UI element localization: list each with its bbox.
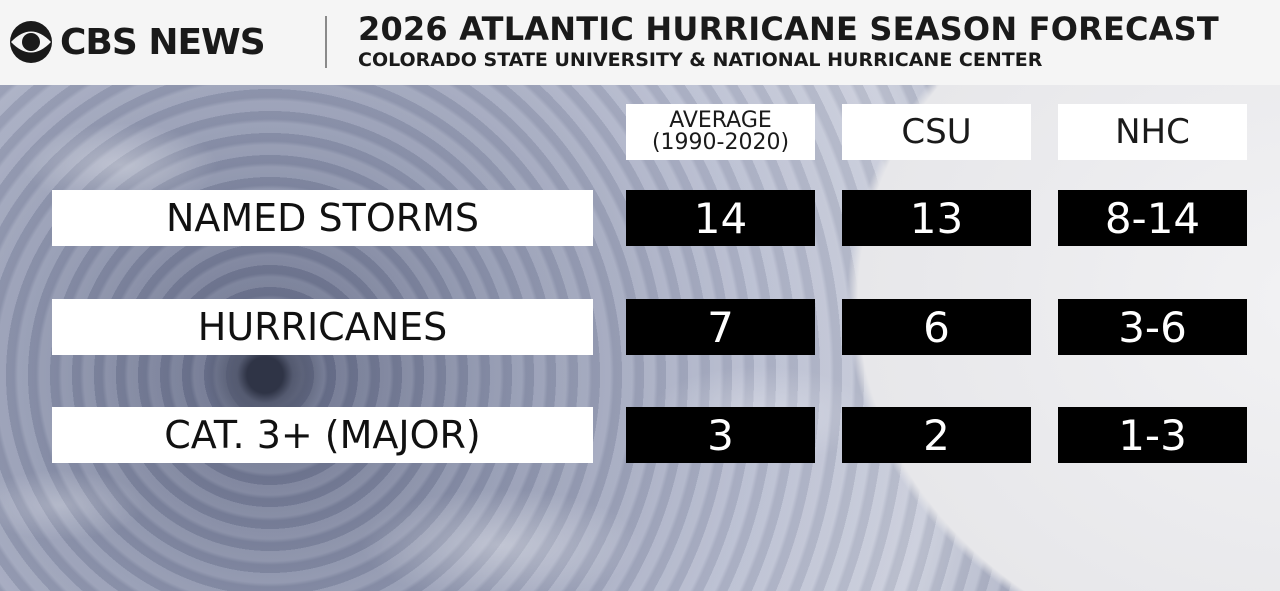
header-bar: CBS NEWS 2026 ATLANTIC HURRICANE SEASON …: [0, 0, 1280, 85]
page-subtitle: COLORADO STATE UNIVERSITY & NATIONAL HUR…: [358, 49, 1043, 71]
cbs-news-logo: CBS NEWS: [8, 17, 266, 67]
column-header-csu-label: CSU: [901, 112, 972, 152]
column-header-average-line2: (1990-2020): [651, 130, 790, 155]
column-header-nhc-label: NHC: [1115, 112, 1190, 152]
column-header-nhc: NHC: [1058, 104, 1247, 160]
value-named-storms-average: 14: [626, 190, 815, 246]
logo-text: CBS NEWS: [60, 21, 266, 63]
value-major-average: 3: [626, 407, 815, 463]
column-header-average-line1: AVERAGE: [669, 108, 772, 133]
row-label-hurricanes: HURRICANES: [52, 299, 593, 355]
page-title: 2026 ATLANTIC HURRICANE SEASON FORECAST: [358, 10, 1219, 48]
value-major-nhc: 1-3: [1058, 407, 1247, 463]
value-hurricanes-average: 7: [626, 299, 815, 355]
header-divider: [325, 16, 327, 68]
row-label-named-storms: NAMED STORMS: [52, 190, 593, 246]
column-header-csu: CSU: [842, 104, 1031, 160]
value-major-csu: 2: [842, 407, 1031, 463]
value-named-storms-nhc: 8-14: [1058, 190, 1247, 246]
cbs-eye-icon: [10, 21, 52, 63]
column-header-average: AVERAGE (1990-2020): [626, 104, 815, 160]
value-hurricanes-nhc: 3-6: [1058, 299, 1247, 355]
row-label-major-hurricanes: CAT. 3+ (MAJOR): [52, 407, 593, 463]
value-named-storms-csu: 13: [842, 190, 1031, 246]
value-hurricanes-csu: 6: [842, 299, 1031, 355]
